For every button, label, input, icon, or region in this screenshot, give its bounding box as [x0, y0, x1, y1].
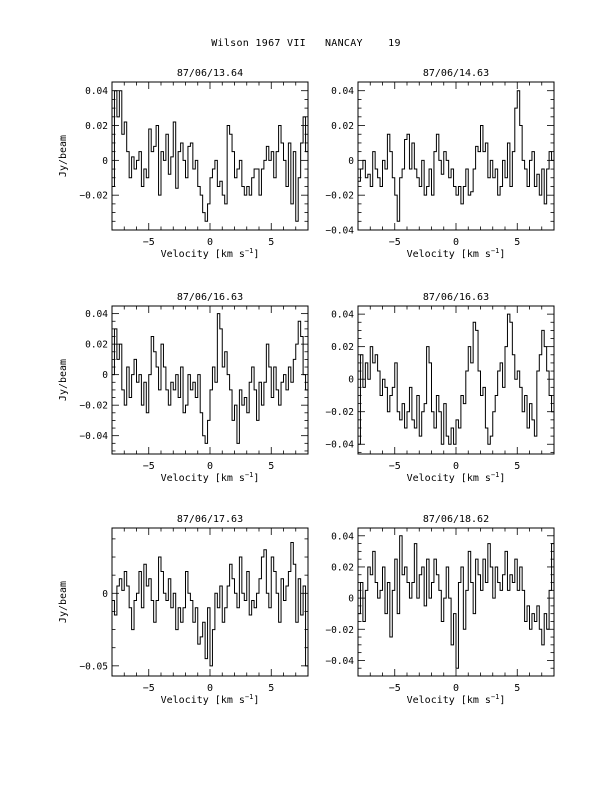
x-tick-label: −5: [389, 683, 401, 694]
y-tick-label: −0.04: [325, 226, 354, 237]
x-axis-label: Velocity [km s−1]: [407, 471, 506, 484]
spectrum-series-line: [358, 535, 554, 669]
y-tick-label: 0: [348, 156, 354, 167]
panel-title: 87/06/18.62: [423, 514, 489, 525]
y-tick-label: −0.04: [79, 431, 108, 442]
x-axis-label: Velocity [km s−1]: [161, 693, 260, 706]
y-axis-label: Jy/beam: [58, 581, 69, 623]
y-tick-label: 0.04: [331, 86, 354, 97]
panel-6: 87/06/18.62 −5 0 5 0.04 0.02 0 −0.02 −0.04 Veloci…: [325, 514, 555, 706]
x-tick-label: 0: [207, 461, 213, 472]
x-tick-label: 5: [514, 461, 520, 472]
y-tick-label: −0.02: [325, 407, 354, 418]
x-axis-label: Velocity [km s−1]: [407, 247, 506, 260]
y-tick-label: 0: [102, 370, 108, 381]
y-axis-label: Jy/beam: [58, 135, 69, 177]
y-tick-label: −0.04: [325, 440, 354, 451]
x-tick-label: 0: [453, 461, 459, 472]
x-tick-label: 5: [268, 461, 274, 472]
x-axis-label: Velocity [km s−1]: [161, 471, 260, 484]
panel-title: 87/06/14.63: [423, 68, 489, 79]
y-tick-label: 0.04: [331, 531, 354, 542]
x-tick-label: −5: [143, 237, 155, 248]
spectrum-series-line: [112, 542, 308, 667]
y-tick-label: 0.02: [331, 121, 354, 132]
y-tick-label: 0: [102, 156, 108, 167]
panel-title: 87/06/13.64: [177, 68, 243, 79]
panel-5: 87/06/17.63 −5 0 5 0 −0.05 Velocity [km s−1] Jy…: [58, 514, 309, 706]
x-tick-label: 0: [207, 683, 213, 694]
panel-title: 87/06/17.63: [177, 514, 243, 525]
y-tick-label: 0.04: [85, 86, 108, 97]
y-tick-label: −0.05: [79, 661, 108, 672]
x-tick-label: 0: [453, 237, 459, 248]
panel-title: 87/06/16.63: [423, 292, 489, 303]
y-tick-label: −0.04: [325, 656, 354, 667]
y-tick-label: 0.04: [331, 310, 354, 321]
y-tick-label: 0: [348, 375, 354, 386]
x-tick-label: 0: [453, 683, 459, 694]
panel-2: 87/06/14.63 −5 0 5 0.04 0.02 0 −0.02 −0.04 Veloci…: [325, 68, 555, 260]
y-tick-label: 0.04: [85, 309, 108, 320]
spectrum-series-line: [358, 313, 554, 445]
y-tick-label: −0.02: [79, 401, 108, 412]
x-tick-label: 0: [207, 237, 213, 248]
y-tick-label: −0.02: [325, 191, 354, 202]
spectrum-series-line: [112, 90, 308, 222]
x-tick-label: 5: [268, 237, 274, 248]
x-axis-label: Velocity [km s−1]: [407, 693, 506, 706]
x-tick-label: −5: [143, 683, 155, 694]
x-tick-label: 5: [514, 237, 520, 248]
y-tick-label: 0.02: [331, 562, 354, 573]
x-tick-label: −5: [389, 461, 401, 472]
x-axis-label: Velocity [km s−1]: [161, 247, 260, 260]
panel-4: 87/06/16.63 −5 0 5 0.04 0.02 0 −0.02 −0.04 Veloci…: [325, 292, 555, 484]
x-tick-label: −5: [389, 237, 401, 248]
y-tick-label: 0: [348, 594, 354, 605]
y-tick-label: −0.02: [79, 191, 108, 202]
x-tick-label: −5: [143, 461, 155, 472]
x-tick-label: 5: [514, 683, 520, 694]
y-axis-label: Jy/beam: [58, 359, 69, 401]
y-tick-label: 0: [102, 589, 108, 600]
panel-3: 87/06/16.63 −5 0 5 0.04 0.02 0 −0.02 −0.04 Veloci…: [58, 292, 309, 484]
panel-title: 87/06/16.63: [177, 292, 243, 303]
spectrum-series-line: [112, 313, 308, 444]
spectrum-series-line: [358, 90, 554, 222]
y-tick-label: 0.02: [85, 340, 108, 351]
y-tick-label: 0.02: [331, 342, 354, 353]
y-tick-label: −0.02: [325, 625, 354, 636]
panel-1: 87/06/13.64 −5 0 5 0.04 0.02 0 −0.02 Velocity [k…: [58, 68, 309, 260]
x-tick-label: 5: [268, 683, 274, 694]
y-tick-label: 0.02: [85, 121, 108, 132]
page-title: Wilson 1967 VII NANCAY 19: [211, 38, 401, 49]
